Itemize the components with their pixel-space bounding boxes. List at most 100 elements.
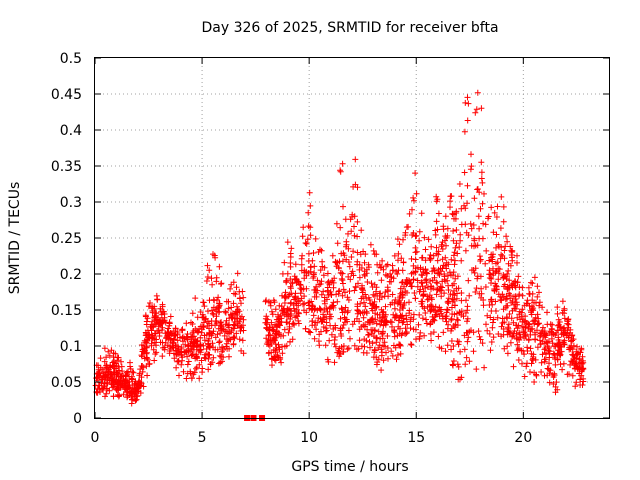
data-point [545,366,552,373]
data-point [479,340,486,347]
data-point [171,355,178,362]
data-point [361,259,368,266]
data-point [148,342,155,349]
data-point [138,380,145,387]
data-point [478,169,485,176]
data-point [276,346,283,353]
data-point [440,329,447,336]
data-point [213,278,220,285]
data-point [287,250,294,257]
data-point [354,258,361,265]
data-point [449,291,456,298]
data-point [317,267,324,274]
data-point [531,317,538,324]
data-point [515,273,522,280]
data-point [127,359,133,366]
data-point [471,195,478,202]
data-point [262,298,269,305]
data-point [490,272,497,279]
data-point [189,333,196,340]
data-point [379,331,385,337]
data-point [366,338,373,345]
data-point [363,350,370,356]
data-point [554,310,561,317]
data-point [514,259,520,266]
data-point [534,344,541,351]
data-point [163,335,170,342]
data-point [263,313,270,320]
data-point [189,321,196,327]
data-point [452,244,459,251]
data-point [314,287,321,294]
data-point [406,280,413,287]
data-point [231,322,238,329]
data-point [495,276,502,283]
data-point [401,283,407,290]
data-point [411,197,417,204]
data-point [449,304,455,311]
data-point [269,311,276,318]
data-point [521,351,528,358]
data-point [477,273,484,280]
data-point [478,159,485,166]
data-point [307,264,314,271]
data-point [128,388,135,395]
data-point [578,346,585,353]
data-point [292,261,299,268]
data-point [184,336,191,343]
data-point [301,300,308,307]
data-point [466,358,473,365]
data-point [450,272,456,279]
data-point [173,350,180,357]
data-point [146,361,153,368]
data-point [559,339,566,346]
y-tick-label: 0.35 [51,159,82,175]
data-point [561,315,568,322]
data-point [397,350,404,357]
data-point [464,338,471,345]
data-point [421,305,428,312]
data-point [376,261,383,268]
data-point [552,389,559,396]
data-point [351,223,357,230]
data-point [462,99,469,106]
data-point [272,306,279,313]
data-point [183,320,190,327]
data-point [147,323,154,330]
data-point [284,307,291,313]
data-point [573,348,580,355]
data-point [378,277,385,284]
data-point [182,348,189,355]
data-point [495,270,502,277]
data-point [144,372,151,379]
data-point [304,236,311,243]
data-point [318,278,325,285]
data-point [173,364,180,371]
data-point [461,169,468,176]
data-point [410,316,417,323]
data-point [533,299,539,306]
data-point [504,302,511,309]
x-tick-label: 20 [514,430,532,446]
data-point [116,392,123,399]
data-point [150,346,157,353]
data-point [509,257,516,264]
data-point [549,340,556,347]
data-point [407,279,414,286]
data-point [226,315,233,322]
data-point [221,332,228,339]
data-point [198,357,205,364]
data-point [219,344,226,350]
data-point [406,210,413,217]
data-point [272,347,279,354]
data-point [451,261,458,268]
data-point [561,305,568,312]
data-point [303,309,310,316]
data-point [479,200,486,207]
y-tick-label: 0 [73,411,82,427]
data-point [531,329,538,336]
data-point [402,229,409,236]
data-point [420,292,427,298]
data-point [322,325,329,332]
